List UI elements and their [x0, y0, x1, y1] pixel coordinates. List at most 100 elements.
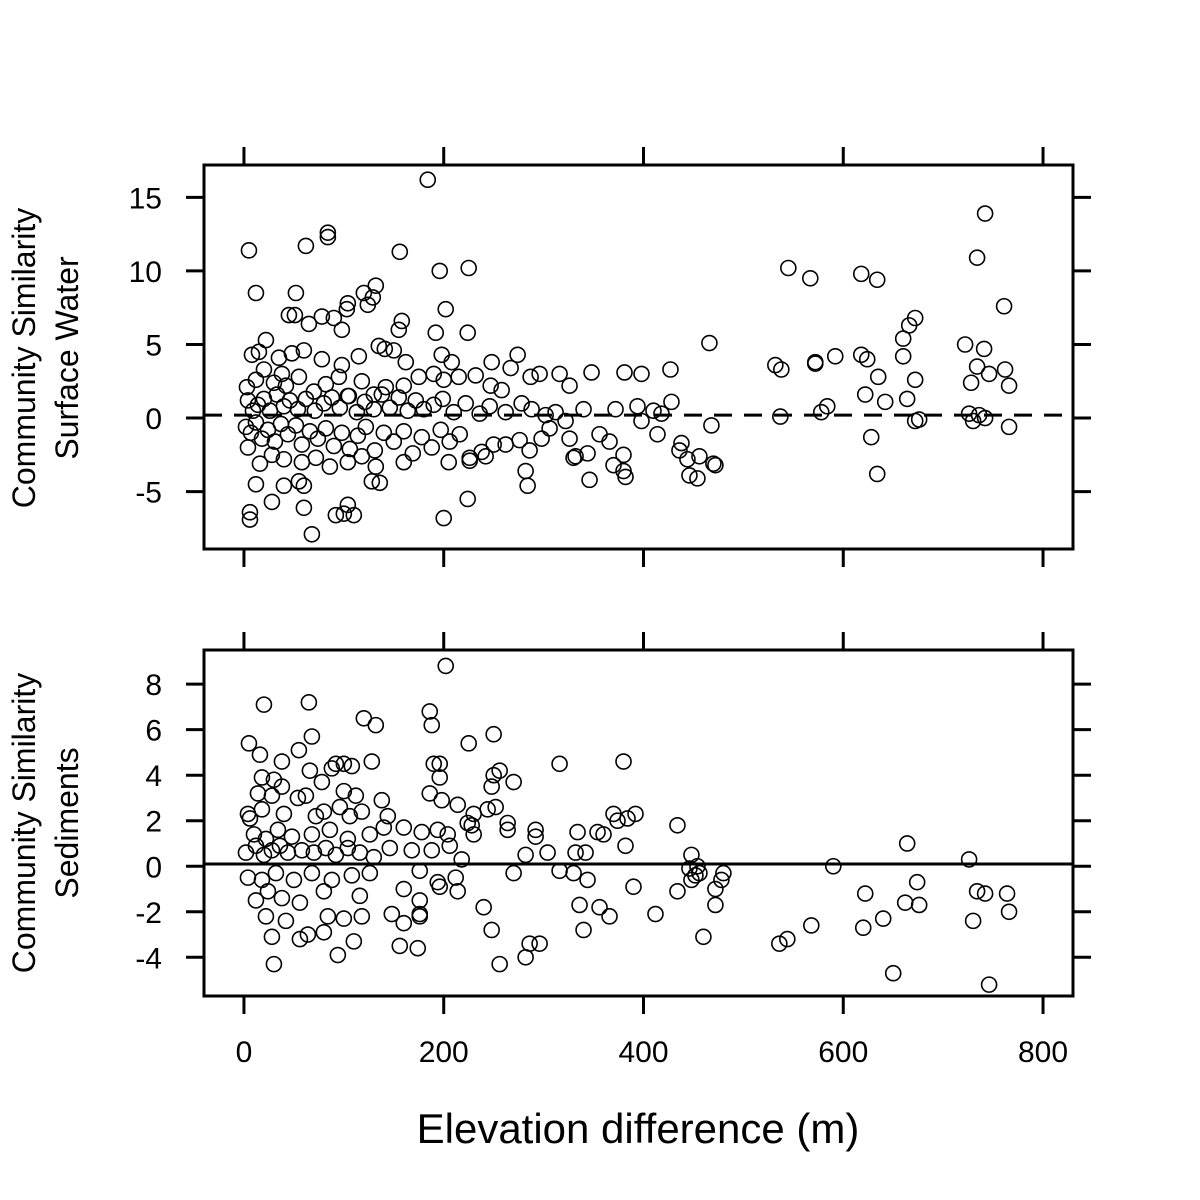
data-point-bottom — [527, 821, 544, 839]
data-point-top — [509, 346, 526, 364]
data-point-top — [876, 393, 894, 411]
data-point-top — [493, 381, 510, 399]
data-point-top — [615, 446, 632, 464]
data-point-bottom — [361, 864, 379, 882]
data-point-top — [283, 345, 301, 362]
data-point-top — [376, 340, 394, 358]
data-point-bottom — [577, 844, 594, 861]
data-point-top — [533, 430, 550, 447]
data-point-bottom — [505, 864, 522, 882]
data-point-bottom — [431, 769, 449, 786]
data-point-bottom — [289, 789, 307, 807]
ylabel-bottom-line2: Sediments — [49, 747, 85, 898]
data-point-bottom — [323, 760, 341, 777]
data-point-top — [964, 412, 982, 430]
data-point-bottom — [345, 933, 363, 950]
data-point-top — [653, 405, 670, 422]
data-point-bottom — [423, 716, 441, 734]
data-point-bottom — [617, 837, 634, 855]
data-point-top — [523, 400, 540, 418]
data-point-bottom — [283, 828, 301, 845]
data-point-bottom — [465, 826, 482, 843]
x-tick-label: 800 — [1018, 1036, 1068, 1069]
y-tick-label-top: 15 — [129, 182, 162, 215]
data-point-top — [633, 412, 650, 430]
data-point-bottom — [669, 816, 686, 834]
data-point-top — [333, 321, 351, 339]
data-point-bottom — [303, 864, 321, 882]
data-point-top — [513, 395, 530, 412]
data-point-top — [327, 506, 345, 524]
data-point-top — [607, 400, 624, 418]
ylabel-bottom-line1: Community Similarity — [6, 673, 42, 973]
data-point-top — [689, 470, 706, 487]
plot-frame-top — [202, 163, 1075, 551]
panel-sediments: Community Similarity Sediments 0 200 400 60… — [6, 632, 1091, 1069]
data-point-bottom — [874, 910, 892, 927]
y-tick-label-top: 0 — [145, 403, 162, 436]
data-point-top — [511, 431, 528, 449]
data-point-top — [906, 371, 924, 389]
data-point-top — [976, 409, 994, 427]
data-point-top — [247, 371, 265, 389]
data-point-top — [397, 353, 415, 371]
y-tick-label-top: 5 — [145, 329, 162, 362]
data-point-bottom — [395, 819, 413, 836]
data-point-top — [391, 243, 409, 261]
data-point-bottom — [460, 735, 477, 752]
data-point-top — [257, 331, 275, 349]
data-point-top — [581, 471, 598, 489]
data-point-bottom — [539, 844, 556, 861]
data-point-bottom — [313, 773, 331, 791]
data-point-bottom — [347, 787, 365, 804]
data-point-bottom — [483, 778, 500, 795]
data-point-top — [450, 368, 468, 386]
data-point-top — [313, 308, 331, 325]
data-point-top — [339, 453, 357, 471]
data-point-top — [375, 424, 393, 442]
data-point-top — [633, 365, 650, 383]
data-point-top — [289, 400, 307, 418]
data-point-top — [980, 365, 998, 383]
data-point-top — [253, 430, 271, 447]
data-point-top — [266, 433, 284, 450]
data-point-top — [617, 468, 634, 486]
data-point-top — [303, 525, 321, 543]
data-point-bottom — [331, 798, 349, 816]
data-point-top — [531, 365, 548, 383]
data-point-bottom — [273, 778, 291, 795]
y-tick-label-top: 10 — [129, 256, 162, 289]
data-point-bottom — [361, 826, 379, 843]
data-point-bottom — [527, 828, 544, 845]
data-point-top — [410, 368, 428, 386]
data-point-top — [1000, 418, 1018, 436]
data-point-top — [395, 453, 413, 471]
data-point-top — [427, 324, 445, 342]
data-point-bottom — [339, 830, 357, 848]
data-point-top — [802, 269, 819, 287]
data-point-top — [390, 389, 408, 406]
data-point-bottom — [237, 844, 255, 861]
y-tick-label-bottom: 2 — [145, 806, 162, 839]
data-point-bottom — [343, 757, 361, 775]
data-point-top — [263, 493, 281, 511]
data-point-top — [335, 505, 353, 522]
data-point-top — [502, 359, 519, 377]
data-point-top — [1000, 377, 1018, 394]
data-point-top — [818, 397, 836, 415]
x-tick-label: 0 — [236, 1036, 253, 1069]
data-point-bottom — [395, 914, 413, 932]
data-point-top — [349, 427, 367, 445]
data-point-top — [319, 228, 337, 246]
data-point-top — [295, 342, 313, 359]
data-point-top — [575, 400, 592, 418]
data-point-top — [353, 448, 371, 465]
data-point-bottom — [968, 882, 986, 900]
data-point-bottom — [479, 801, 496, 818]
data-point-bottom — [395, 880, 413, 898]
data-point-top — [629, 397, 646, 415]
data-point-bottom — [290, 741, 308, 759]
data-point-bottom — [341, 807, 359, 825]
data-point-bottom — [437, 657, 455, 675]
data-point-bottom — [239, 869, 257, 886]
